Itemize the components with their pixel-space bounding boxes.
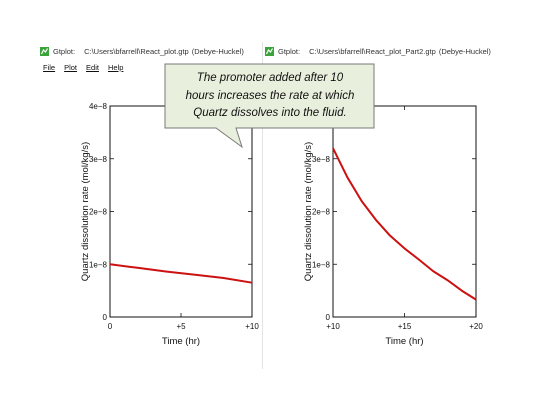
callout-line: The promoter added after 10	[196, 72, 344, 84]
series-line	[109, 263, 253, 284]
y-tick-label: 3e−8	[89, 155, 108, 164]
gtplot-app-icon	[265, 46, 274, 56]
window-titlebar: Gtplot: C:\Users\bfarrell\React_plot_Par…	[263, 42, 507, 60]
x-tick-label: +10	[326, 322, 340, 331]
y-tick-label: 0	[326, 313, 331, 322]
menu-bar: File Plot Edit Help	[38, 60, 262, 74]
y-tick-label: 2e−8	[312, 208, 331, 217]
x-tick-label: +10	[245, 322, 259, 331]
menu-plot[interactable]: Plot	[64, 62, 78, 72]
menu-edit[interactable]: Edit	[86, 62, 99, 72]
series-line	[332, 147, 477, 301]
menu-help[interactable]: Help	[107, 62, 124, 72]
y-tick-label: 4e−8	[89, 102, 108, 111]
y-axis-label: Quartz dissolution rate (mol/kg/s)	[303, 142, 314, 281]
callout-line: hours increases the rate at which	[185, 89, 355, 102]
y-tick-label: 2e−8	[89, 208, 108, 217]
window-titlebar: Gtplot: C:\Users\bfarrell\React_plot.gtp…	[38, 42, 262, 60]
y-axis-label: Quartz dissolution rate (mol/kg/s)	[80, 142, 91, 281]
window-file-path: C:\Users\bfarrell\React_plot_Part2.gtp	[309, 46, 436, 56]
callout-line: Quartz dissolves into the fluid.	[193, 107, 347, 119]
x-tick-label: +15	[398, 322, 412, 331]
gtplot-app-icon	[40, 46, 49, 56]
x-tick-label: 0	[108, 322, 113, 331]
y-tick-label: 0	[103, 313, 108, 322]
window-model-name: (Debye-Huckel)	[191, 46, 244, 56]
y-tick-label: 1e−8	[312, 260, 331, 269]
window-file-path: C:\Users\bfarrell\React_plot.gtp	[84, 46, 189, 56]
x-tick-label: +5	[176, 322, 186, 331]
callout-shape	[164, 63, 375, 149]
window-app-name: Gtplot:	[278, 46, 301, 56]
menu-file[interactable]: File	[43, 62, 56, 72]
x-axis-label: Time (hr)	[385, 336, 423, 347]
x-axis-label: Time (hr)	[162, 336, 200, 347]
callout-text: The promoter added after 10 hours increa…	[168, 70, 372, 123]
y-tick-label: 1e−8	[89, 260, 108, 269]
chart-left: 0 1e−8 2e−8 3e−8 4e−8 0 +5 +10 Time (hr) Quartz d…	[80, 102, 259, 347]
window-app-name: Gtplot:	[53, 46, 76, 56]
x-tick-label: +20	[469, 322, 483, 331]
y-tick-label: 3e−8	[312, 155, 331, 164]
window-model-name: (Debye-Huckel)	[438, 46, 491, 56]
